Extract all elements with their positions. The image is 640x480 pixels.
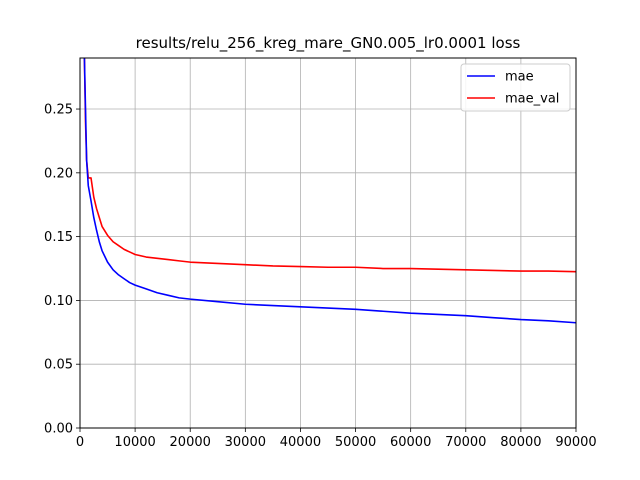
y-tick-label: 0.10 (44, 294, 73, 309)
x-tick-label: 60000 (390, 435, 431, 450)
y-tick-label: 0.05 (44, 358, 73, 373)
y-tick-label: 0.25 (44, 103, 73, 118)
series-line-mae (83, 58, 576, 324)
legend-label: mae (505, 70, 534, 85)
plot-area (80, 58, 576, 428)
y-tick-label: 0.00 (44, 422, 73, 437)
y-axis: 0.00 0.05 0.10 0.15 0.20 0.25 (44, 103, 80, 437)
series-line-mae_val (83, 58, 576, 273)
y-tick-label: 0.20 (44, 166, 73, 181)
x-tick-label: 30000 (225, 435, 266, 450)
x-tick-label: 50000 (335, 435, 376, 450)
x-tick-label: 0 (76, 435, 84, 450)
x-axis: 0 10000 20000 30000 40000 50000 60000 70000 8000… (76, 428, 597, 450)
legend: mae mae_val (460, 63, 571, 112)
x-tick-label: 10000 (114, 435, 155, 450)
y-tick-label: 0.15 (44, 230, 73, 245)
legend-label: mae_val (505, 92, 559, 107)
chart-title: results/relu_256_kreg_mare_GN0.005_lr0.0… (136, 34, 521, 53)
plot-frame (79, 57, 577, 429)
x-tick-label: 80000 (500, 435, 541, 450)
series-group (83, 58, 576, 324)
x-tick-label: 70000 (445, 435, 486, 450)
x-tick-label: 90000 (555, 435, 596, 450)
x-tick-label: 40000 (280, 435, 321, 450)
x-tick-label: 20000 (170, 435, 211, 450)
